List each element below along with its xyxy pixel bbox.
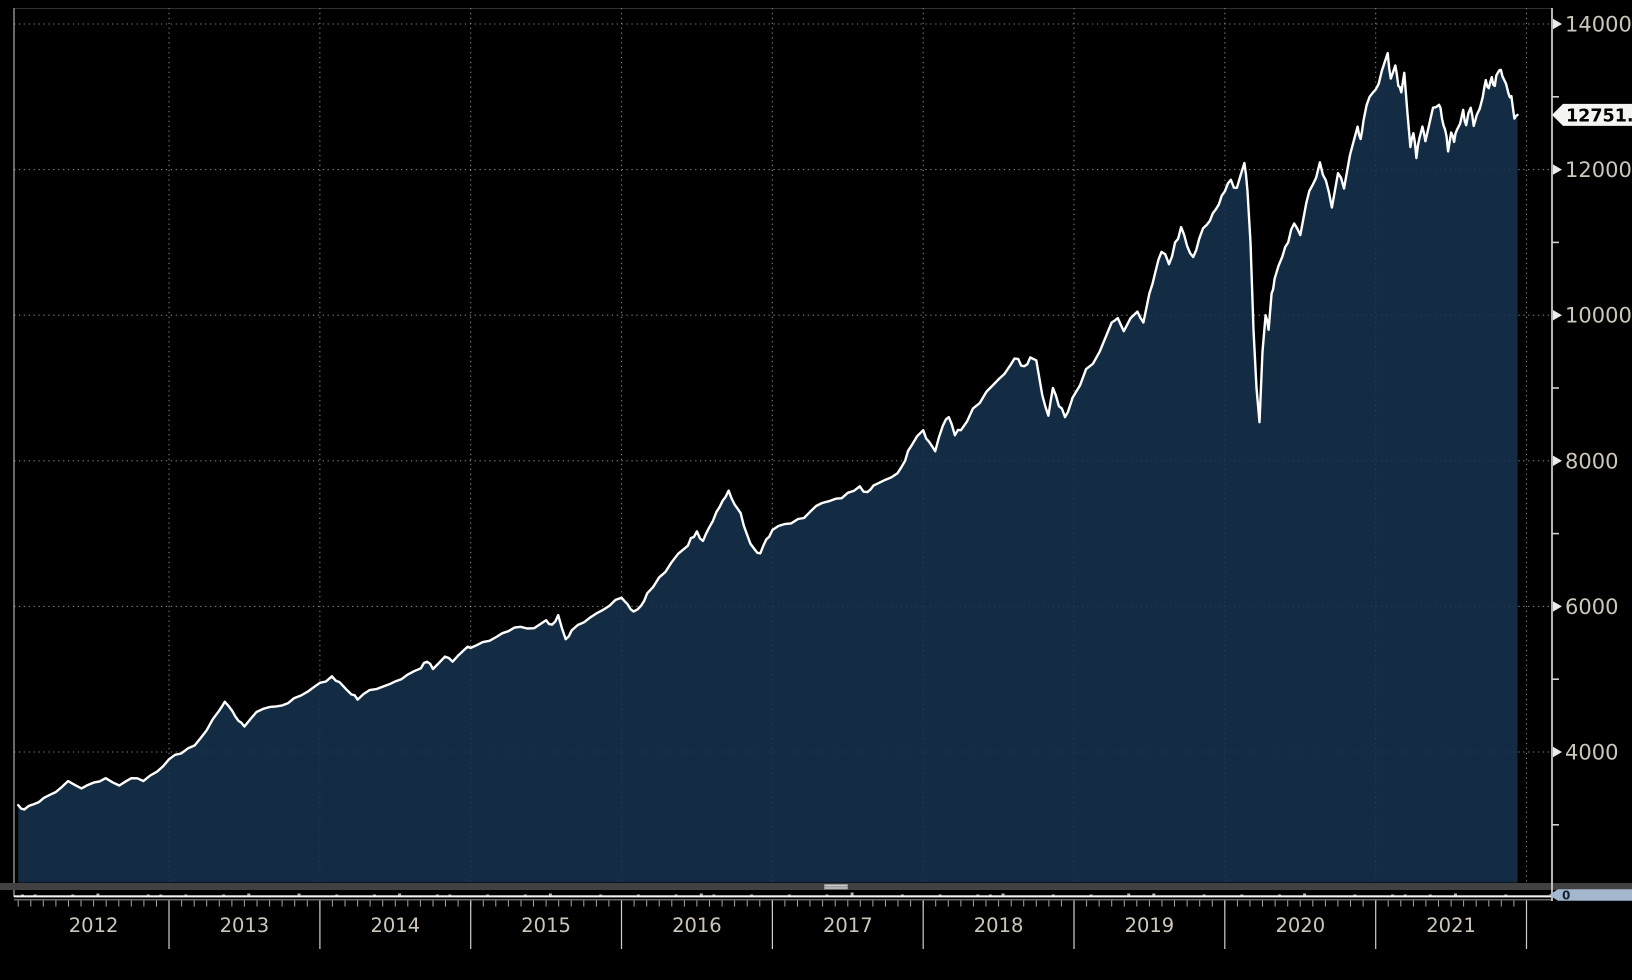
- y-axis-tick-arrow-icon: [1553, 455, 1562, 466]
- x-axis-year-label: 2015: [521, 914, 571, 937]
- y-axis-minor-tick: [1552, 824, 1559, 826]
- y-axis-tick-arrow-icon: [1553, 601, 1562, 612]
- y-axis-minor-tick: [1552, 96, 1559, 98]
- y-axis-tick-label: 4000: [1565, 741, 1618, 765]
- y-axis-minor-tick: [1552, 241, 1559, 244]
- y-axis-tick-label: 10000: [1565, 304, 1632, 328]
- x-axis[interactable]: 2012 2013 2014 2015 2016 2017 2018 2019 2020 2021: [17, 900, 1528, 950]
- x-axis-year-label: 2021: [1426, 914, 1476, 937]
- y-axis-tick-arrow-icon: [1553, 310, 1562, 321]
- y-axis-tick-label: 12000: [1565, 158, 1632, 182]
- volume-bar: [1454, 893, 1457, 897]
- x-axis-year-label: 2017: [823, 914, 873, 937]
- y-axis-tick-arrow-icon: [1553, 18, 1562, 30]
- y-axis-minor-tick: [1552, 678, 1559, 680]
- x-axis-year-label: 2016: [672, 914, 722, 937]
- last-price-marker: 12751.: [1552, 103, 1632, 126]
- price-marker-flag: [1552, 103, 1632, 126]
- x-axis-year-label: 2018: [974, 914, 1024, 937]
- volume-bar: [548, 893, 552, 897]
- volume-zero-marker: 0: [1549, 889, 1632, 903]
- price-line: [17, 51, 1519, 811]
- y-axis-tick-label: 6000: [1565, 595, 1618, 619]
- x-axis-year-label: 2019: [1125, 914, 1175, 937]
- x-axis-year-label: 2013: [220, 914, 270, 937]
- volume-bar: [699, 893, 703, 897]
- volume-zero-label: 0: [1562, 889, 1570, 903]
- y-axis-tick-label: 8000: [1565, 449, 1618, 473]
- price-area-fill: [18, 53, 1518, 883]
- volume-bar: [1152, 893, 1156, 897]
- x-axis-line-shadow: [14, 899, 1552, 901]
- y-axis-tick-label: 14000: [1565, 13, 1632, 37]
- divider-bar: [0, 883, 1632, 890]
- volume-bar: [850, 892, 854, 897]
- volume-bar: [1127, 893, 1131, 897]
- y-axis-minor-tick: [1552, 387, 1559, 389]
- volume-bar: [398, 893, 402, 897]
- last-price-label: 12751.: [1566, 106, 1632, 126]
- volume-bar: [247, 893, 251, 897]
- volume-bar: [1303, 893, 1307, 897]
- zero-marker-flag: [1549, 889, 1632, 901]
- y-axis[interactable]: 14000 12000 10000 8000 6000 4000: [1551, 8, 1632, 901]
- volume-bar: [297, 893, 301, 897]
- y-axis-minor-tick: [1552, 532, 1559, 535]
- x-axis-year-label: 2012: [69, 914, 119, 937]
- volume-bar: [96, 893, 100, 897]
- x-axis-year-label: 2020: [1275, 914, 1325, 937]
- y-axis-tick-arrow-icon: [1553, 746, 1562, 758]
- x-axis-line: [14, 895, 1552, 898]
- y-axis-tick-arrow-icon: [1553, 164, 1562, 175]
- volume-bar: [1001, 893, 1005, 897]
- scrollbar-thumb[interactable]: [824, 884, 848, 890]
- x-axis-year-label: 2014: [370, 914, 420, 937]
